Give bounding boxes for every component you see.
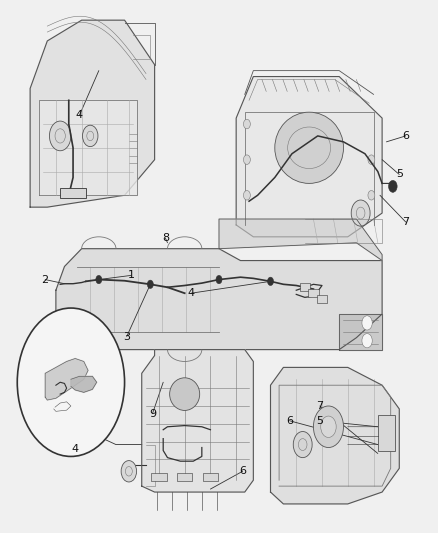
FancyBboxPatch shape xyxy=(151,473,166,481)
Ellipse shape xyxy=(170,378,200,410)
Text: 1: 1 xyxy=(127,270,134,280)
FancyBboxPatch shape xyxy=(308,289,318,297)
Circle shape xyxy=(268,277,273,286)
FancyBboxPatch shape xyxy=(300,283,310,292)
Polygon shape xyxy=(219,219,382,261)
FancyBboxPatch shape xyxy=(378,415,395,450)
Circle shape xyxy=(17,308,124,456)
FancyBboxPatch shape xyxy=(317,295,327,303)
Text: 2: 2 xyxy=(42,274,49,285)
Circle shape xyxy=(314,406,343,448)
Text: 7: 7 xyxy=(316,401,323,411)
Text: 5: 5 xyxy=(396,169,403,180)
Polygon shape xyxy=(54,402,71,411)
Polygon shape xyxy=(71,376,97,392)
Circle shape xyxy=(244,155,251,164)
FancyBboxPatch shape xyxy=(177,473,192,481)
Polygon shape xyxy=(56,249,382,350)
FancyBboxPatch shape xyxy=(203,473,218,481)
Circle shape xyxy=(351,200,370,226)
Polygon shape xyxy=(236,77,382,237)
Circle shape xyxy=(82,125,98,147)
Text: 6: 6 xyxy=(286,416,293,426)
Circle shape xyxy=(74,372,85,386)
Circle shape xyxy=(121,461,137,482)
Polygon shape xyxy=(30,20,155,207)
Polygon shape xyxy=(45,359,88,400)
Text: 4: 4 xyxy=(72,445,79,454)
Circle shape xyxy=(216,276,222,284)
Text: 9: 9 xyxy=(149,409,156,419)
Ellipse shape xyxy=(275,112,343,183)
Circle shape xyxy=(368,155,375,164)
Circle shape xyxy=(244,190,251,200)
Text: 3: 3 xyxy=(123,332,130,342)
Polygon shape xyxy=(142,350,253,492)
Polygon shape xyxy=(271,367,399,504)
Circle shape xyxy=(368,190,375,200)
FancyBboxPatch shape xyxy=(60,188,86,198)
Text: 6: 6 xyxy=(239,466,246,477)
Circle shape xyxy=(321,416,336,438)
Text: 7: 7 xyxy=(402,217,409,227)
Circle shape xyxy=(96,276,102,284)
Circle shape xyxy=(389,181,397,192)
Text: 4: 4 xyxy=(76,110,83,120)
Circle shape xyxy=(362,316,372,330)
Circle shape xyxy=(362,334,372,348)
Polygon shape xyxy=(39,100,138,195)
Text: 5: 5 xyxy=(316,416,323,426)
Circle shape xyxy=(147,280,153,288)
Polygon shape xyxy=(339,314,382,350)
Circle shape xyxy=(293,432,312,458)
Circle shape xyxy=(178,385,191,403)
Circle shape xyxy=(244,119,251,129)
Text: 8: 8 xyxy=(162,233,169,243)
Circle shape xyxy=(78,376,81,382)
Text: 6: 6 xyxy=(402,131,409,141)
Text: 4: 4 xyxy=(187,288,194,298)
Circle shape xyxy=(49,121,71,151)
